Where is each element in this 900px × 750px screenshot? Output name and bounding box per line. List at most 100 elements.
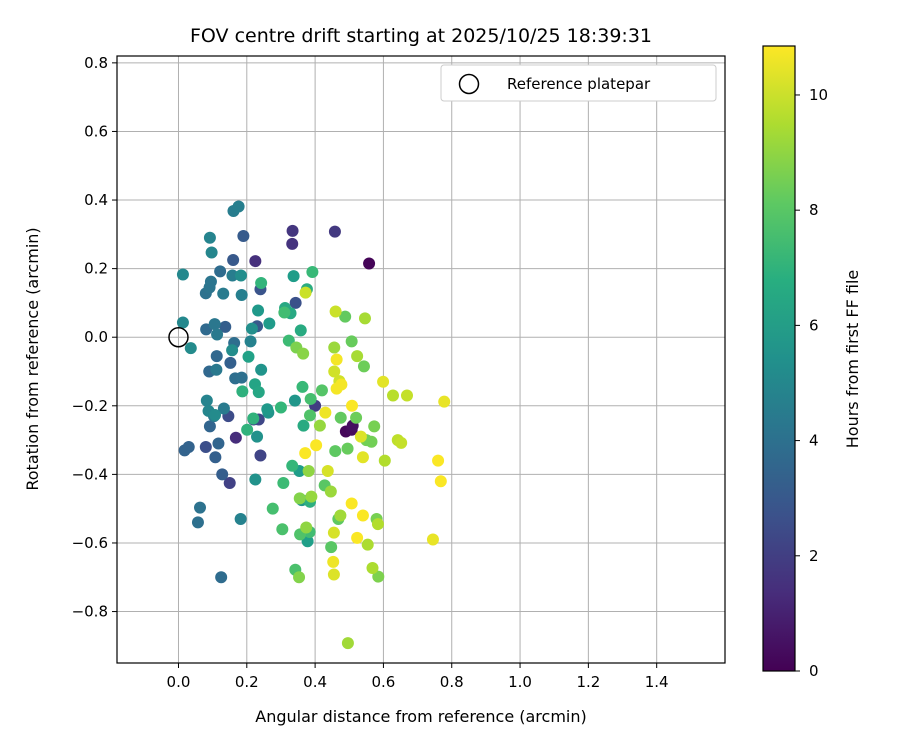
data-point xyxy=(235,371,248,384)
data-point xyxy=(236,385,249,398)
data-point xyxy=(219,320,232,333)
colorbar-tick-label: 8 xyxy=(809,201,819,219)
data-point xyxy=(378,454,391,467)
data-point xyxy=(300,521,313,534)
y-tick-label: −0.2 xyxy=(72,397,108,415)
data-point xyxy=(293,571,306,584)
data-point xyxy=(361,538,374,551)
data-point xyxy=(224,356,237,369)
data-point xyxy=(254,449,267,462)
data-point xyxy=(289,296,302,309)
data-point xyxy=(247,412,260,425)
data-point xyxy=(330,353,343,366)
y-tick-label: −0.6 xyxy=(72,534,108,552)
data-point xyxy=(315,384,328,397)
data-point xyxy=(191,516,204,529)
colorbar-ticks: 0 2 4 6 8 10 xyxy=(795,86,828,680)
data-point xyxy=(395,436,408,449)
data-point xyxy=(303,409,316,422)
data-point xyxy=(255,277,268,290)
data-point xyxy=(324,485,337,498)
data-point xyxy=(176,316,189,329)
x-tick-label: 0.2 xyxy=(235,673,259,691)
data-point xyxy=(438,395,451,408)
colorbar-tick-label: 10 xyxy=(809,86,828,104)
x-tick-label: 1.4 xyxy=(645,673,669,691)
data-point xyxy=(276,523,289,536)
data-point xyxy=(434,475,447,488)
data-point xyxy=(350,411,363,424)
data-point xyxy=(358,312,371,325)
chart-title: FOV centre drift starting at 2025/10/25 … xyxy=(190,25,652,47)
data-point xyxy=(426,533,439,546)
reference-point xyxy=(168,326,189,348)
data-point xyxy=(305,490,318,503)
data-point xyxy=(297,347,310,360)
data-point xyxy=(304,392,317,405)
x-tick-label: 0.0 xyxy=(167,673,191,691)
data-point xyxy=(229,431,242,444)
data-point xyxy=(217,402,230,415)
data-point xyxy=(357,360,370,373)
data-point xyxy=(321,464,334,477)
data-point xyxy=(302,464,315,477)
x-tick-label: 0.4 xyxy=(303,673,327,691)
x-tick-label: 0.6 xyxy=(371,673,395,691)
data-point xyxy=(341,637,354,650)
data-point xyxy=(341,442,354,455)
data-point xyxy=(306,266,319,279)
data-point xyxy=(286,224,299,237)
data-point xyxy=(299,286,312,299)
data-point xyxy=(274,401,287,414)
data-points xyxy=(176,200,451,650)
data-point xyxy=(356,509,369,522)
data-point xyxy=(339,310,352,323)
data-point xyxy=(400,389,413,402)
data-point xyxy=(227,254,240,267)
legend-entry-reference: Reference platepar xyxy=(507,75,651,93)
data-point xyxy=(209,451,222,464)
data-point xyxy=(176,268,189,281)
legend: Reference platepar xyxy=(440,64,717,102)
data-point xyxy=(286,459,299,472)
data-point xyxy=(335,378,348,391)
data-point xyxy=(286,237,299,250)
data-point xyxy=(325,541,338,554)
data-point xyxy=(345,497,358,510)
data-point xyxy=(310,439,323,452)
colorbar-tick-label: 2 xyxy=(809,547,819,565)
data-point xyxy=(334,509,347,522)
y-tick-label: −0.8 xyxy=(72,603,108,621)
data-point xyxy=(234,269,247,282)
data-point xyxy=(199,440,212,453)
data-point xyxy=(328,341,341,354)
data-point xyxy=(432,454,445,467)
data-point xyxy=(205,246,218,259)
data-point xyxy=(327,555,340,568)
data-point xyxy=(251,430,264,443)
grid-lines xyxy=(117,56,725,663)
data-point xyxy=(252,304,265,317)
data-point xyxy=(210,363,223,376)
data-point xyxy=(244,335,257,348)
data-point xyxy=(242,350,255,363)
data-point xyxy=(351,531,364,544)
data-point xyxy=(365,435,378,448)
y-axis-ticks: −0.8 −0.6 −0.4 −0.2 0.0 0.2 0.4 0.6 0.8 xyxy=(72,54,117,621)
y-tick-label: 0.6 xyxy=(84,122,108,140)
y-tick-label: 0.0 xyxy=(84,328,108,346)
data-point xyxy=(235,289,248,302)
data-point xyxy=(327,526,340,539)
data-point xyxy=(249,255,262,268)
data-point xyxy=(214,265,227,278)
data-point xyxy=(328,225,341,238)
data-point xyxy=(356,451,369,464)
data-point xyxy=(200,394,213,407)
data-point xyxy=(212,437,225,450)
data-point xyxy=(203,420,216,433)
x-tick-label: 1.0 xyxy=(508,673,532,691)
data-point xyxy=(237,230,250,243)
data-point xyxy=(226,344,239,357)
data-point xyxy=(234,512,247,525)
data-point xyxy=(249,473,262,486)
